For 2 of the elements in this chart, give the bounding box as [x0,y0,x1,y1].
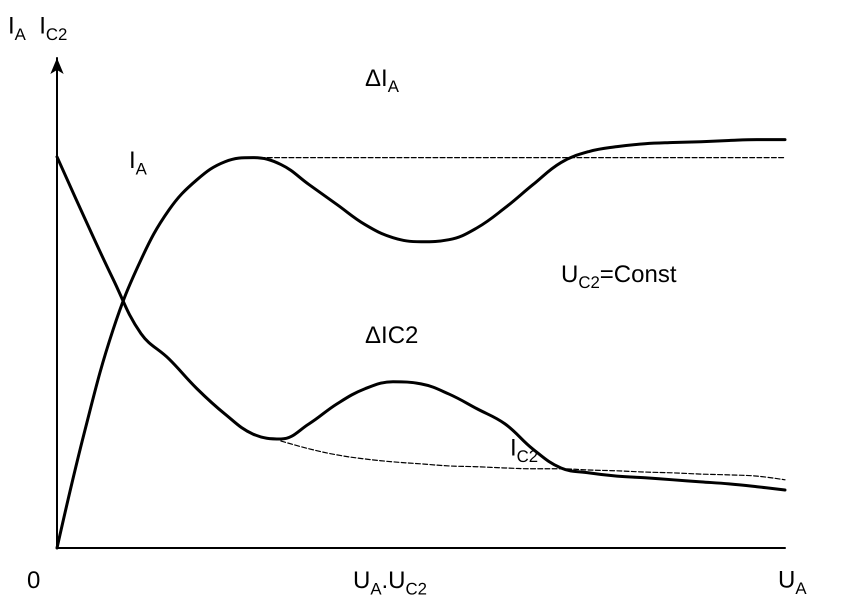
annotation: ΔIC2 [365,322,418,350]
text: 0 [27,567,40,594]
